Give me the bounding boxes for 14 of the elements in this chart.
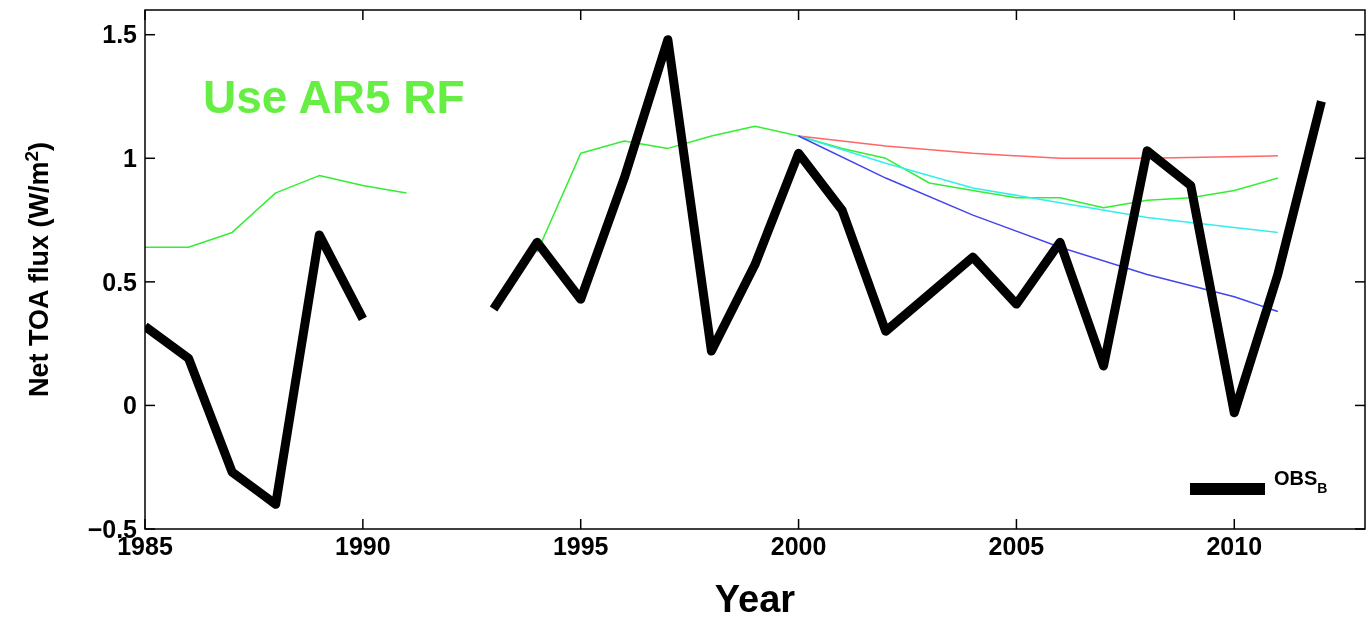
- y-tick-label: 1: [123, 144, 138, 173]
- x-tick-label: 2005: [988, 532, 1045, 560]
- x-tick-label: 1990: [335, 532, 391, 560]
- y-tick-label: 1.5: [102, 20, 138, 49]
- x-tick-label: 2000: [770, 532, 827, 560]
- legend-label: OBS$_{B}$: [1274, 467, 1328, 496]
- line-series: [797, 135, 1279, 313]
- y-tick-label: 0.5: [102, 267, 138, 296]
- x-tick-label: 2010: [1206, 532, 1263, 560]
- x-axis-title: Year: [714, 578, 796, 620]
- y-tick-label: 0: [123, 391, 137, 420]
- annotation: Use AR5 RF: [203, 71, 465, 123]
- x-tick-label: 1995: [552, 532, 609, 560]
- line-series: [797, 135, 1279, 160]
